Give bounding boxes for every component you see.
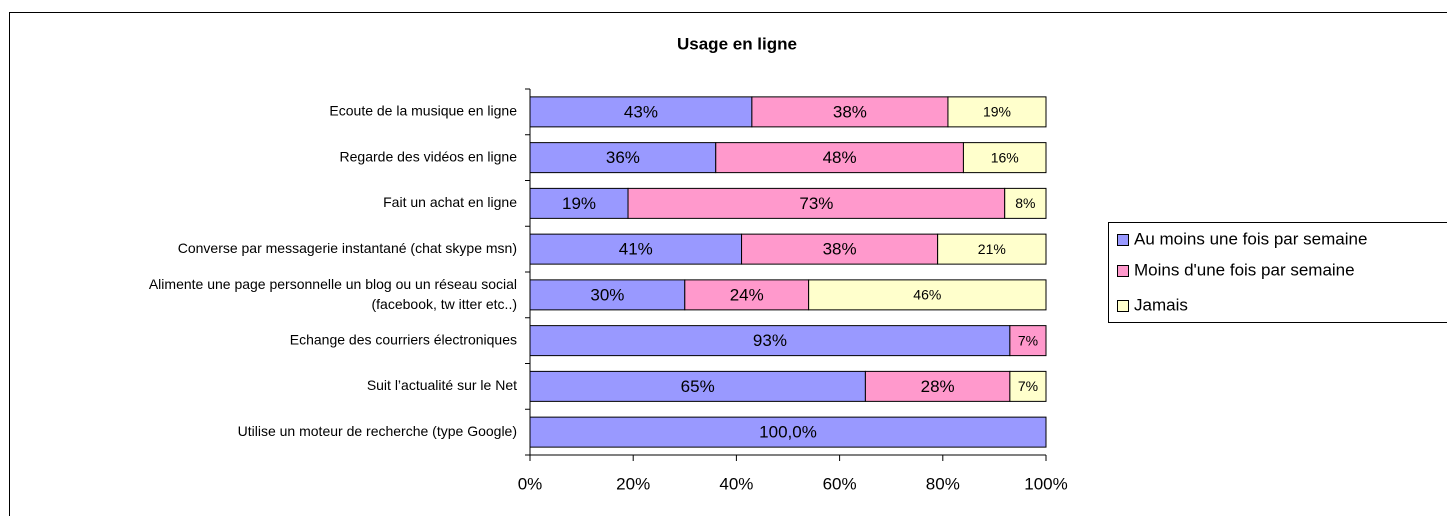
- bar-segment: [627, 187, 1006, 219]
- y-tick-label: Regarde des vidéos en ligne: [340, 148, 518, 164]
- data-label: 48%: [823, 148, 857, 167]
- y-tick-label: Alimente une page personnelle un blog ou…: [149, 276, 517, 312]
- data-label: 43%: [624, 102, 658, 121]
- x-tick-label: 100%: [1024, 474, 1067, 493]
- bar-segment: [1009, 325, 1047, 357]
- data-label: 19%: [562, 194, 596, 213]
- data-label: 19%: [983, 104, 1011, 120]
- data-label: 93%: [753, 331, 787, 350]
- bar-segment: [529, 370, 866, 402]
- legend-label: Moins d'une fois par semaine: [1134, 260, 1355, 279]
- bar-segment: [529, 96, 753, 128]
- bar-segment: [529, 279, 686, 311]
- data-label: 65%: [681, 377, 715, 396]
- data-label: 16%: [991, 149, 1019, 165]
- data-label: 28%: [921, 377, 955, 396]
- y-tick-label: Ecoute de la musique en ligne: [329, 103, 517, 119]
- bar-segment: [937, 233, 1047, 265]
- bar-segment: [1009, 370, 1047, 402]
- bar-segment: [529, 187, 629, 219]
- y-tick-label: Suit l’actualité sur le Net: [367, 377, 517, 393]
- x-tick-label: 60%: [823, 474, 857, 493]
- data-label: 7%: [1018, 378, 1038, 394]
- data-label: 41%: [619, 240, 653, 259]
- bar-segment: [962, 142, 1047, 174]
- data-label: 7%: [1018, 332, 1038, 348]
- y-tick-label: Echange des courriers électroniques: [290, 331, 517, 347]
- bar-segment: [751, 96, 949, 128]
- bar-segment: [529, 325, 1011, 357]
- data-label: 36%: [606, 148, 640, 167]
- data-label: 46%: [913, 287, 941, 303]
- legend-box: [1108, 222, 1447, 323]
- bar-segment: [529, 233, 743, 265]
- bar-segment: [808, 279, 1047, 311]
- legend-label: Jamais: [1134, 295, 1188, 314]
- bar-segment: [741, 233, 939, 265]
- y-tick-label: Fait un achat en ligne: [383, 194, 517, 210]
- data-label: 73%: [799, 194, 833, 213]
- x-tick-label: 20%: [616, 474, 650, 493]
- x-tick-label: 40%: [719, 474, 753, 493]
- y-tick-label: Converse par messagerie instantané (chat…: [178, 240, 517, 256]
- legend-swatch: [1117, 265, 1129, 277]
- bar-segment: [529, 142, 717, 174]
- data-label: 21%: [978, 241, 1006, 257]
- bar-segment: [947, 96, 1047, 128]
- data-label: 24%: [730, 285, 764, 304]
- data-label: 38%: [833, 102, 867, 121]
- x-tick-label: 0%: [518, 474, 543, 493]
- bar-segment: [1004, 187, 1047, 219]
- legend-swatch: [1117, 300, 1129, 312]
- data-label: 8%: [1015, 195, 1035, 211]
- bar-segment: [684, 279, 810, 311]
- legend-label: Au moins une fois par semaine: [1134, 229, 1367, 248]
- y-tick-label: Utilise un moteur de recherche (type Goo…: [238, 423, 517, 439]
- data-label: 38%: [823, 240, 857, 259]
- data-label: 100,0%: [759, 423, 817, 442]
- data-label: 30%: [590, 285, 624, 304]
- x-tick-label: 80%: [926, 474, 960, 493]
- bar-segment: [529, 416, 1047, 448]
- legend-swatch: [1117, 234, 1129, 246]
- chart-title: Usage en ligne: [677, 34, 797, 53]
